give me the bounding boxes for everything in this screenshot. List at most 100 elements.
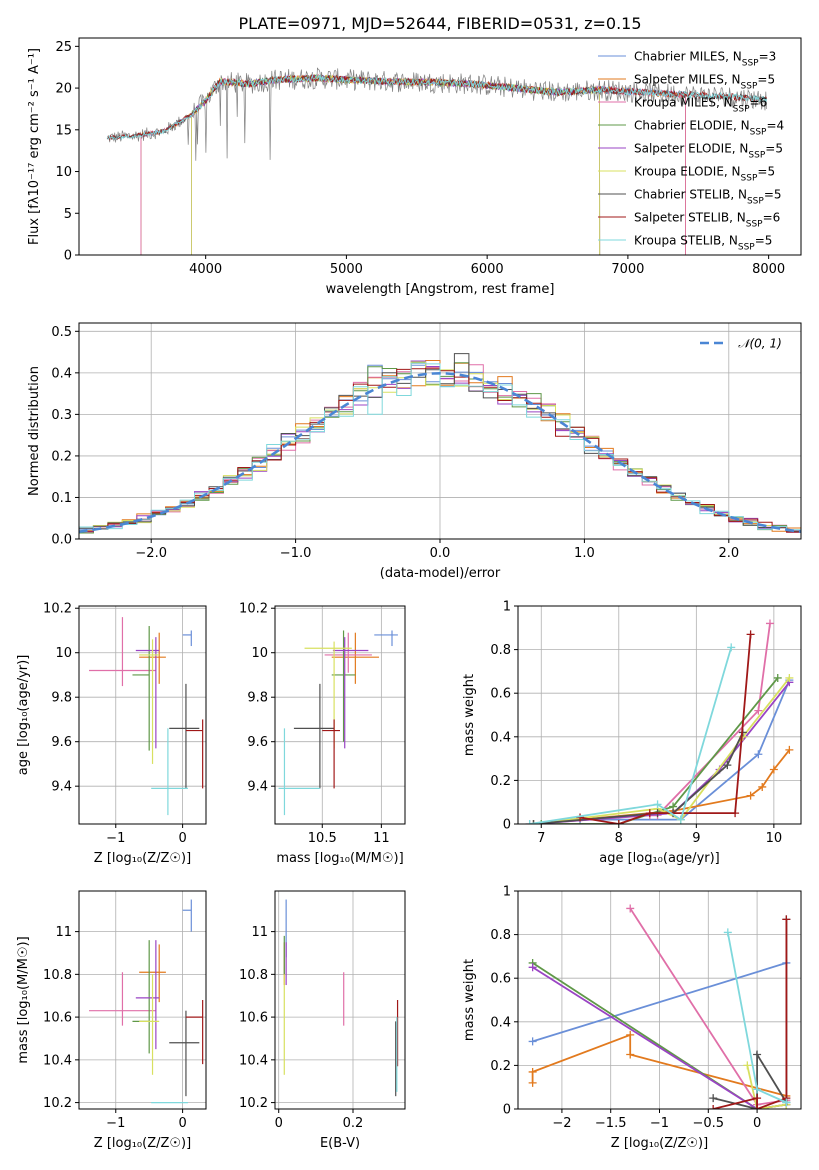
marker-point: [528, 1067, 537, 1076]
errorbar-kroupa-stelib: [278, 728, 320, 816]
series-salpeter-stelib: [709, 915, 791, 1109]
marker-point: [773, 673, 782, 682]
y-tick-label: 0.8: [490, 643, 511, 658]
errorbar-salpeter-elodie: [332, 637, 369, 749]
y-tick-label: 0: [503, 1103, 511, 1118]
x-tick-label: −2: [552, 1116, 571, 1131]
massweight-vs-Z-panel: −2 −1.5 −1 −0.5 0 0 0.2 0.4 0.6 0.8 1 Z [log₁₀(Z/Z☉…: [462, 885, 802, 1151]
x-tick-label: −1: [106, 1116, 125, 1131]
age-vs-Z-axes-frame: [78, 605, 207, 825]
marker-point: [653, 800, 662, 809]
errorbar-kroupa-miles: [89, 972, 156, 1026]
x-tick-label: 4000: [189, 262, 222, 277]
legend-entry: 𝒩(0, 1): [738, 337, 782, 351]
x-tick-label: 0: [753, 1116, 761, 1131]
marker-point: [645, 809, 654, 818]
errorbar-kroupa-elodie: [139, 639, 160, 764]
panels: 4000 5000 6000 7000 80000510152025wavelength…: [16, 37, 802, 1151]
x-axis-label: E(B-V): [320, 1136, 360, 1151]
spectrum-panel: 4000 5000 6000 7000 8000 0 5 10 15 20 25 wavelength…: [27, 37, 802, 297]
marker-point: [765, 619, 774, 628]
marker-point: [782, 1098, 791, 1107]
figure-title: PLATE=0971, MJD=52644, FIBERID=0531, z=0…: [238, 14, 641, 33]
y-tick-label: 10: [55, 165, 72, 180]
marker-point: [754, 706, 763, 715]
x-tick-label: 0: [275, 1116, 283, 1131]
y-tick-label: 10.2: [239, 1096, 268, 1111]
errorbar-kroupa-elodie: [139, 974, 160, 1075]
x-tick-label: 10: [766, 831, 783, 846]
x-tick-label: −1: [106, 831, 125, 846]
x-tick-label: 5000: [330, 262, 363, 277]
errorbar-chabrier-stelib: [169, 1010, 200, 1097]
y-tick-label: 10.2: [239, 602, 268, 617]
marker-point: [785, 673, 794, 682]
x-tick-label: −1.0: [280, 546, 312, 561]
errorbar-salpeter-stelib: [185, 1000, 204, 1065]
y-tick-label: 0.2: [490, 1059, 511, 1074]
marker-point: [614, 820, 623, 824]
marker-point: [753, 1094, 762, 1103]
marker-point: [753, 1050, 762, 1059]
errorbar-chabrier-elodie: [331, 630, 356, 742]
y-tick-label: 11: [55, 925, 72, 940]
x-tick-label: 0.0: [430, 546, 451, 561]
x-tick-label: 0.2: [343, 1116, 364, 1131]
marker-point: [746, 791, 755, 800]
x-tick-label: 2.0: [718, 546, 739, 561]
errorbar-kroupa-stelib: [151, 728, 188, 816]
marker-point: [746, 630, 755, 639]
age-vs-mass-axes-frame: [274, 605, 406, 825]
y-tick-label: 10.8: [239, 968, 268, 983]
marker-point: [528, 963, 537, 972]
marker-point: [626, 904, 635, 913]
residuals-legend: 𝒩(0, 1): [700, 337, 782, 351]
y-tick-label: 0.4: [490, 1015, 511, 1030]
y-tick-label: 0: [64, 249, 72, 264]
y-axis-label: age [log₁₀(age/yr)]: [16, 655, 31, 776]
x-tick-label: 7000: [611, 262, 644, 277]
x-tick-label: −1.5: [595, 1116, 627, 1131]
x-tick-label: 11: [373, 831, 390, 846]
age-vs-Z-panel: −1 0 9.4 9.6 9.8 10 10.2 Z [log₁₀(Z/Z☉)] age [lo…: [16, 602, 207, 866]
errorbar-kroupa-miles: [89, 617, 156, 687]
mass-vs-ebv-plot-area: [283, 899, 399, 1097]
x-tick-label: 0: [178, 831, 186, 846]
marker-point: [743, 1061, 752, 1070]
y-tick-label: 1: [503, 600, 511, 615]
x-tick-label: −1: [650, 1116, 669, 1131]
marker-point: [525, 820, 534, 824]
y-tick-label: 0: [503, 818, 511, 833]
errorbar-salpeter-elodie: [135, 940, 160, 1050]
errorbar-chabrier-stelib: [169, 683, 200, 789]
x-tick-label: 8000: [752, 262, 785, 277]
x-tick-label: 1.0: [574, 546, 595, 561]
spectrum-plot-area: [106, 67, 768, 255]
x-axis-label: (data-model)/error: [380, 566, 501, 581]
y-tick-label: 9.6: [51, 735, 72, 750]
errorbar-chabrier-stelib: [293, 683, 335, 789]
residuals-plot-area: [79, 353, 801, 535]
mass-vs-Z-axes-frame: [78, 890, 207, 1110]
y-tick-label: 9.4: [247, 780, 268, 795]
y-tick-label: 10: [55, 646, 72, 661]
y-axis-label: mass weight: [462, 674, 477, 756]
spectrum-axes-frame: [78, 37, 802, 256]
x-axis-label: age [log₁₀(age/yr)]: [599, 851, 720, 866]
residuals-axes-frame: [78, 322, 802, 540]
x-tick-label: 9: [692, 831, 700, 846]
marker-point: [709, 1105, 718, 1109]
y-tick-label: 0.0: [51, 533, 72, 548]
y-axis-label: mass [log₁₀(M/M☉)]: [16, 936, 31, 1063]
y-tick-label: 10: [251, 646, 268, 661]
errorbar-chabrier-miles: [182, 899, 192, 932]
massweight-vs-age-axes-frame: [517, 605, 802, 825]
marker-point: [676, 815, 685, 824]
marker-point: [626, 1050, 635, 1059]
errorbar-chabrier-miles: [374, 630, 398, 647]
x-tick-label: 8: [615, 831, 623, 846]
marker-point: [758, 782, 767, 791]
errorbar-chabrier-elodie: [132, 626, 150, 751]
